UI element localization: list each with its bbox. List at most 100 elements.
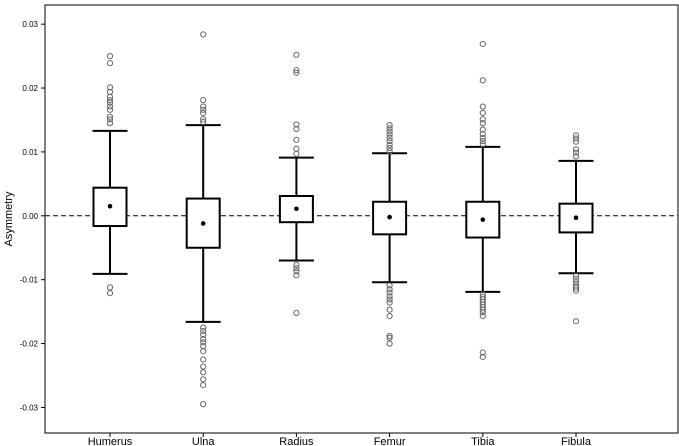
outlier-point bbox=[293, 150, 300, 157]
outlier-point bbox=[200, 376, 207, 383]
outlier-point bbox=[572, 132, 580, 139]
outlier-point bbox=[572, 287, 580, 294]
outlier-point bbox=[200, 381, 207, 389]
box-fibula bbox=[558, 132, 594, 325]
outlier-point bbox=[200, 363, 207, 370]
outlier-point bbox=[479, 134, 486, 141]
outlier-point bbox=[200, 97, 207, 104]
outlier-point bbox=[386, 340, 393, 347]
outlier-point bbox=[479, 40, 486, 48]
outlier-point bbox=[200, 401, 207, 408]
outlier-point bbox=[200, 348, 207, 355]
outlier-point bbox=[106, 113, 114, 120]
outlier-point bbox=[572, 275, 580, 283]
y-tick-label: 0.01 bbox=[22, 148, 38, 157]
outlier-point bbox=[386, 141, 393, 148]
outlier-point bbox=[106, 290, 114, 297]
outlier-point bbox=[572, 135, 580, 142]
outlier-point bbox=[572, 153, 580, 160]
outlier-point bbox=[200, 327, 207, 334]
mean-point bbox=[387, 214, 392, 220]
outlier-point bbox=[386, 286, 393, 293]
outlier-point bbox=[293, 67, 300, 74]
outlier-point bbox=[293, 69, 300, 76]
outlier-point bbox=[106, 60, 114, 67]
outlier-point bbox=[386, 125, 393, 132]
outlier-point bbox=[572, 149, 580, 156]
outlier-point bbox=[200, 343, 207, 350]
outlier-point bbox=[106, 284, 114, 291]
outlier-point bbox=[479, 77, 486, 84]
outlier-point bbox=[572, 318, 580, 325]
y-tick-label: -0.02 bbox=[20, 340, 39, 349]
box-humerus bbox=[92, 53, 128, 297]
outlier-point bbox=[293, 51, 300, 58]
outlier-point bbox=[386, 282, 393, 289]
outlier-point bbox=[572, 279, 580, 286]
outlier-point bbox=[479, 312, 486, 320]
outlier-point bbox=[293, 309, 300, 317]
outlier-point bbox=[200, 324, 207, 331]
outlier-point bbox=[106, 97, 114, 104]
outlier-point bbox=[293, 265, 300, 272]
plot-frame bbox=[44, 4, 679, 434]
outlier-point bbox=[479, 130, 486, 138]
outlier-point bbox=[572, 146, 580, 153]
x-tick-label: Fibula bbox=[561, 436, 592, 446]
y-tick-label: -0.01 bbox=[20, 276, 39, 285]
outlier-point bbox=[106, 93, 114, 101]
y-tick-label: -0.03 bbox=[20, 403, 39, 412]
outlier-point bbox=[200, 369, 207, 376]
box-radius bbox=[278, 51, 314, 317]
outlier-point bbox=[200, 106, 207, 113]
outlier-point bbox=[106, 53, 114, 60]
box-tibia bbox=[465, 40, 501, 361]
outlier-point bbox=[106, 106, 114, 113]
box-femur bbox=[372, 121, 408, 347]
outlier-point bbox=[386, 121, 393, 129]
mean-point bbox=[200, 221, 206, 226]
outlier-point bbox=[200, 118, 207, 126]
outlier-point bbox=[572, 284, 580, 292]
outlier-point bbox=[386, 131, 393, 138]
outlier-point bbox=[293, 261, 300, 269]
outlier-point bbox=[200, 335, 207, 343]
x-tick-label: Femur bbox=[374, 436, 406, 446]
outlier-point bbox=[293, 136, 300, 143]
outlier-point bbox=[386, 128, 393, 135]
mean-point bbox=[294, 206, 299, 212]
outlier-point bbox=[200, 31, 207, 38]
outlier-point bbox=[386, 293, 393, 300]
iqr-box bbox=[465, 200, 501, 239]
outlier-point bbox=[386, 289, 393, 296]
mean-point bbox=[480, 217, 486, 222]
outlier-point bbox=[200, 356, 207, 363]
outlier-point bbox=[106, 120, 114, 127]
x-axis-category-labels: Humerus Ulna Radius Femur Tibia Fibula bbox=[88, 433, 592, 446]
outlier-point bbox=[386, 134, 393, 141]
y-axis-title: Asymmetry bbox=[3, 191, 15, 247]
outlier-point bbox=[293, 121, 300, 128]
y-axis-ticks: -0.03 -0.02 -0.01 0.00 0.01 0.02 0.03 bbox=[20, 20, 45, 412]
outlier-point bbox=[200, 109, 207, 117]
outlier-point bbox=[106, 84, 114, 91]
outlier-point bbox=[386, 332, 393, 340]
outlier-point bbox=[386, 306, 393, 313]
outlier-point bbox=[386, 299, 393, 306]
outlier-point bbox=[386, 334, 393, 341]
outlier-point bbox=[479, 116, 486, 123]
outlier-point bbox=[479, 137, 486, 145]
x-tick-label: Tibia bbox=[471, 436, 495, 446]
outlier-point bbox=[479, 103, 486, 110]
outlier-point bbox=[386, 148, 393, 155]
outlier-point bbox=[572, 272, 580, 279]
outlier-point bbox=[293, 145, 300, 152]
outlier-point bbox=[200, 103, 207, 110]
y-tick-label: 0.03 bbox=[22, 20, 38, 29]
y-tick-label: 0.00 bbox=[22, 212, 38, 221]
outlier-point bbox=[386, 296, 393, 303]
outlier-point bbox=[479, 120, 486, 127]
x-tick-label: Radius bbox=[279, 436, 314, 446]
outlier-point bbox=[106, 116, 114, 123]
